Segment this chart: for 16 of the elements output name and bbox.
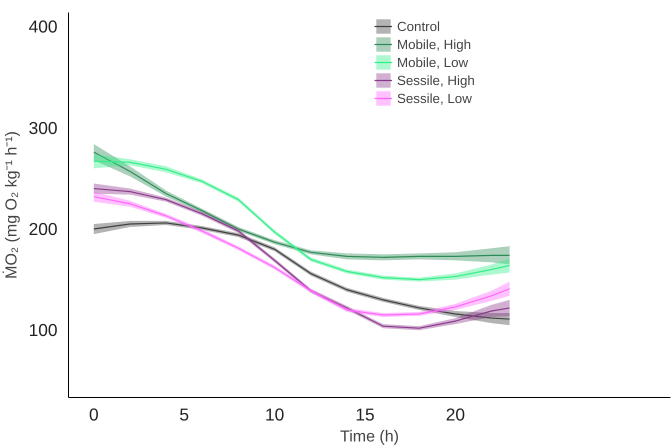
legend-label: Sessile, Low <box>397 90 472 106</box>
x-tick-label: 0 <box>88 404 99 424</box>
x-tick-label: 10 <box>264 404 284 424</box>
y-tick-label: 100 <box>28 320 58 340</box>
y-tick-label: 400 <box>28 16 58 37</box>
x-tick-label: 15 <box>355 404 375 424</box>
x-axis-title: Time (h) <box>340 428 399 446</box>
legend-label: Control <box>397 18 440 34</box>
legend-label: Sessile, High <box>397 72 475 88</box>
legend-label: Mobile, High <box>397 36 472 52</box>
x-tick-label: 5 <box>179 404 190 424</box>
y-tick-label: 300 <box>28 118 58 138</box>
y-axis-title: ṀO₂ (mg O₂ kg⁻¹ h⁻¹) <box>2 131 21 279</box>
y-tick-label: 200 <box>28 219 58 240</box>
legend-label: Mobile, Low <box>397 54 468 70</box>
x-tick-label: 20 <box>446 404 466 424</box>
